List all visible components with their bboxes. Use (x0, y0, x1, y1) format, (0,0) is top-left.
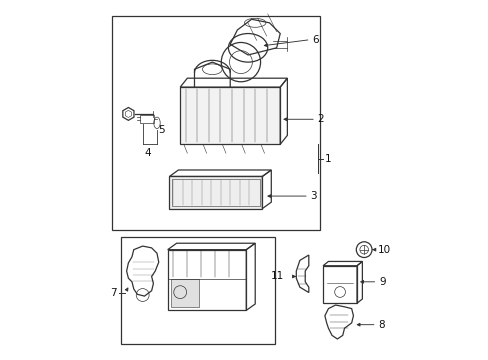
Bar (172, 179, 259, 206)
Text: 11: 11 (270, 271, 283, 282)
Text: 9: 9 (378, 277, 385, 287)
Bar (112, 16, 319, 230)
Text: 7: 7 (110, 288, 117, 297)
Bar (121, 237, 274, 344)
Bar (140, 115, 153, 123)
Text: 3: 3 (310, 191, 317, 201)
Text: 8: 8 (378, 320, 384, 330)
Bar (169, 176, 262, 208)
Text: 2: 2 (317, 114, 324, 124)
Text: 6: 6 (312, 35, 318, 45)
Text: 5: 5 (158, 125, 164, 135)
Bar (167, 249, 246, 310)
Bar (180, 87, 280, 144)
Bar (171, 279, 198, 307)
Bar (323, 266, 356, 303)
Text: 4: 4 (144, 148, 150, 158)
Text: 10: 10 (377, 245, 390, 255)
Text: 1: 1 (324, 154, 331, 163)
